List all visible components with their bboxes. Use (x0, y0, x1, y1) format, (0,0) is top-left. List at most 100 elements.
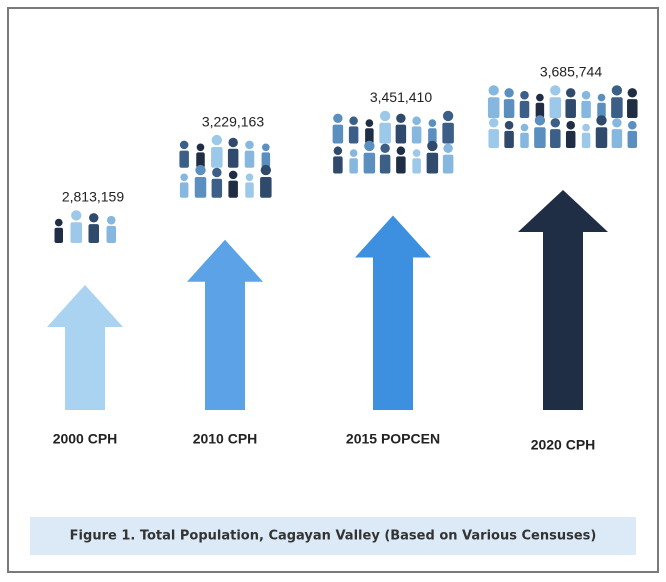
person-head (550, 118, 561, 128)
person-body (503, 99, 515, 118)
person-body (211, 147, 223, 168)
person-body (260, 177, 272, 198)
person-body (261, 152, 271, 168)
category-label: 2020 CPH (531, 437, 596, 453)
person-body (611, 97, 623, 118)
person-body (442, 154, 454, 174)
person-body (244, 150, 255, 168)
person-head (597, 93, 606, 102)
person-body (245, 182, 254, 198)
person-head (581, 90, 591, 100)
person-body (535, 102, 545, 118)
person-body (627, 99, 638, 118)
person-head (196, 143, 205, 152)
person-body (379, 154, 391, 174)
person-head (628, 120, 637, 130)
person-head (488, 85, 499, 96)
arrow (187, 239, 263, 410)
person-head (520, 90, 529, 100)
person-head (380, 143, 390, 154)
person-head (71, 210, 82, 221)
person-body (54, 227, 63, 243)
person-head (245, 173, 254, 182)
value-label: 3,229,163 (202, 113, 264, 129)
person-body (348, 126, 359, 144)
person-body (88, 224, 99, 243)
person-body (396, 156, 406, 174)
caption-box (30, 517, 636, 555)
person-body (228, 180, 238, 198)
person-body (550, 129, 561, 148)
person-body (597, 102, 606, 118)
person-body (488, 129, 499, 148)
person-head (262, 143, 270, 152)
person-body (426, 152, 439, 174)
person-body (179, 150, 189, 168)
person-body (196, 152, 205, 168)
person-head (488, 118, 499, 128)
person-body (211, 178, 223, 198)
person-body (70, 222, 82, 243)
person-head (365, 119, 374, 127)
person-body (363, 152, 376, 174)
person-head (364, 140, 375, 152)
person-body (549, 97, 562, 118)
person-body (227, 148, 239, 168)
person-head (349, 149, 358, 157)
person-head (106, 215, 116, 225)
person-head (566, 120, 575, 130)
person-head (582, 123, 590, 132)
person-body (627, 130, 638, 148)
person-body (428, 128, 437, 144)
person-head (520, 123, 529, 132)
person-body (534, 127, 546, 148)
value-label: 2,813,159 (62, 189, 124, 205)
person-head (245, 140, 254, 150)
person-head (195, 164, 206, 176)
person-head (379, 110, 391, 122)
person-head (396, 113, 406, 124)
person-head (627, 88, 638, 98)
person-head (412, 116, 421, 125)
person-head (260, 164, 272, 176)
person-body (581, 132, 591, 148)
person-body (565, 99, 576, 118)
chart-title: Figure 1. Total Population, Cagayan Vall… (70, 529, 597, 544)
person-body (332, 124, 344, 144)
person-head (349, 116, 358, 125)
person-body (487, 97, 500, 118)
person-head (427, 140, 438, 152)
arrow (47, 285, 123, 410)
person-head (89, 213, 99, 223)
person-head (54, 218, 63, 227)
person-head (504, 88, 514, 98)
person-body (581, 100, 591, 118)
person-body (611, 129, 623, 148)
person-body (565, 130, 576, 148)
person-head (212, 167, 222, 178)
person-body (179, 182, 189, 198)
person-head (333, 146, 343, 155)
person-head (442, 110, 454, 122)
person-body (194, 177, 207, 198)
person-body (395, 124, 407, 144)
arrow (355, 215, 431, 410)
person-head (211, 134, 223, 146)
person-body (411, 126, 422, 144)
person-body (504, 130, 514, 148)
person-head (180, 173, 188, 182)
person-body (520, 132, 529, 148)
category-label: 2015 POPCEN (346, 431, 440, 447)
person-head (550, 85, 561, 96)
person-body (519, 100, 530, 118)
person-head (412, 149, 421, 157)
category-label: 2010 CPH (193, 431, 258, 447)
person-head (443, 143, 453, 154)
person-head (428, 119, 437, 127)
person-head (228, 170, 238, 180)
person-head (228, 137, 238, 148)
person-head (611, 85, 623, 96)
arrow (518, 190, 608, 410)
person-head (534, 115, 546, 126)
